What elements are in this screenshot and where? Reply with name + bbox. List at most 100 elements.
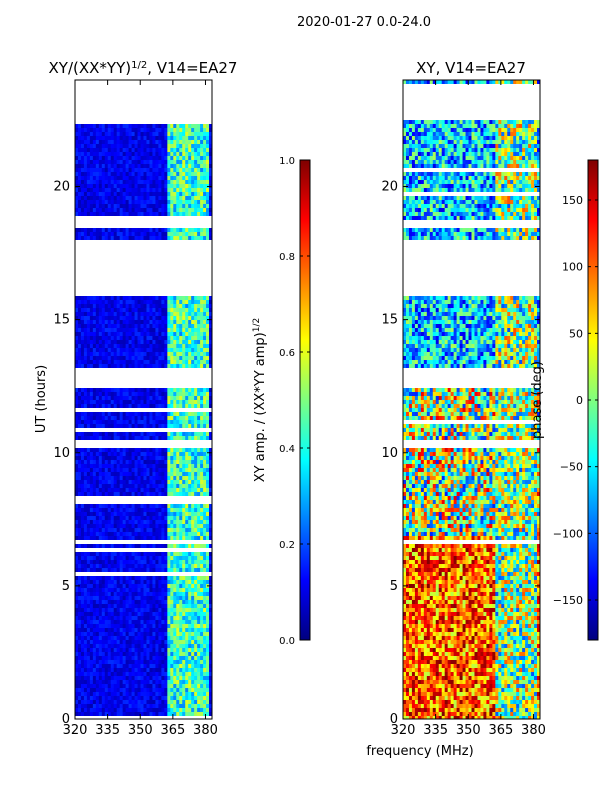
heatmap-cell	[170, 524, 174, 528]
heatmap-cell	[146, 412, 150, 416]
heatmap-cell	[173, 576, 177, 580]
heatmap-cell	[107, 148, 112, 152]
heatmap-cell	[164, 172, 168, 176]
heatmap-cell	[119, 644, 124, 648]
heatmap-cell	[122, 432, 127, 436]
heatmap-cell	[146, 552, 150, 556]
heatmap-cell	[122, 508, 127, 512]
heatmap-cell	[119, 640, 124, 644]
heatmap-cell	[80, 168, 85, 172]
heatmap-cell	[164, 188, 168, 192]
heatmap-cell	[200, 636, 204, 640]
heatmap-cell	[116, 236, 121, 240]
heatmap-cell	[107, 528, 112, 532]
heatmap-cell	[173, 160, 177, 164]
heatmap-cell	[188, 400, 192, 404]
heatmap-cell	[158, 560, 162, 564]
heatmap-cell	[179, 304, 183, 308]
heatmap-cell	[209, 660, 212, 664]
heatmap-cell	[155, 136, 159, 140]
heatmap-cell	[119, 136, 124, 140]
heatmap-cell	[107, 456, 112, 460]
heatmap-cell	[209, 212, 212, 216]
heatmap-cell	[188, 528, 192, 532]
heatmap-cell	[86, 664, 91, 668]
heatmap-cell	[119, 536, 124, 540]
heatmap-cell	[152, 672, 156, 676]
heatmap-cell	[77, 412, 82, 416]
heatmap-cell	[104, 628, 109, 632]
heatmap-cell	[107, 436, 112, 440]
heatmap-cell	[170, 208, 174, 212]
heatmap-cell	[164, 316, 168, 320]
heatmap-cell	[137, 352, 141, 356]
heatmap-cell	[104, 648, 109, 652]
heatmap-cell	[80, 632, 85, 636]
heatmap-cell	[152, 668, 156, 672]
heatmap-cell	[101, 236, 106, 240]
heatmap-cell	[134, 136, 138, 140]
heatmap-cell	[80, 544, 85, 548]
heatmap-cell	[101, 360, 106, 364]
heatmap-cell	[188, 200, 192, 204]
heatmap-cell	[119, 648, 124, 652]
heatmap-cell	[77, 464, 82, 468]
heatmap-cell	[77, 536, 82, 540]
heatmap-cell	[80, 328, 85, 332]
heatmap-cell	[173, 400, 177, 404]
heatmap-cell	[86, 356, 91, 360]
heatmap-cell	[170, 600, 174, 604]
heatmap-cell	[75, 152, 79, 156]
heatmap-cell	[146, 568, 150, 572]
heatmap-cell	[104, 616, 109, 620]
heatmap-cell	[188, 560, 192, 564]
heatmap-cell	[173, 488, 177, 492]
heatmap-cell	[107, 336, 112, 340]
heatmap-cell	[134, 436, 138, 440]
heatmap-cell	[146, 388, 150, 392]
heatmap-cell	[75, 316, 79, 320]
heatmap-cell	[75, 568, 79, 572]
heatmap-cell	[149, 576, 153, 580]
heatmap-cell	[116, 332, 121, 336]
heatmap-cell	[203, 332, 207, 336]
heatmap-cell	[80, 668, 85, 672]
heatmap-cell	[179, 556, 183, 560]
heatmap-cell	[203, 588, 207, 592]
heatmap-cell	[203, 492, 207, 496]
heatmap-cell	[128, 536, 132, 540]
heatmap-cell	[92, 576, 97, 580]
heatmap-cell	[104, 512, 109, 516]
heatmap-cell	[110, 416, 115, 420]
heatmap-cell	[191, 524, 195, 528]
heatmap-cell	[137, 616, 141, 620]
heatmap-cell	[122, 476, 127, 480]
heatmap-cell	[128, 560, 132, 564]
heatmap-cell	[110, 644, 115, 648]
heatmap-cell	[140, 592, 144, 596]
heatmap-cell	[158, 424, 162, 428]
heatmap-cell	[146, 648, 150, 652]
heatmap-cell	[155, 180, 159, 184]
heatmap-cell	[92, 652, 97, 656]
heatmap-cell	[164, 360, 168, 364]
heatmap-cell	[83, 212, 88, 216]
heatmap-cell	[125, 336, 130, 340]
heatmap-cell	[83, 620, 88, 624]
heatmap-cell	[83, 320, 88, 324]
heatmap-cell	[83, 464, 88, 468]
heatmap-cell	[206, 320, 210, 324]
heatmap-cell	[110, 360, 115, 364]
heatmap-cell	[92, 472, 97, 476]
heatmap-cell	[161, 676, 165, 680]
heatmap-cell	[167, 520, 171, 524]
heatmap-cell	[80, 324, 85, 328]
heatmap-cell	[104, 580, 109, 584]
heatmap-cell	[194, 208, 198, 212]
heatmap-cell	[203, 504, 207, 508]
heatmap-cell	[125, 544, 130, 548]
heatmap-cell	[122, 472, 127, 476]
heatmap-cell	[107, 476, 112, 480]
heatmap-cell	[158, 468, 162, 472]
heatmap-cell	[83, 164, 88, 168]
